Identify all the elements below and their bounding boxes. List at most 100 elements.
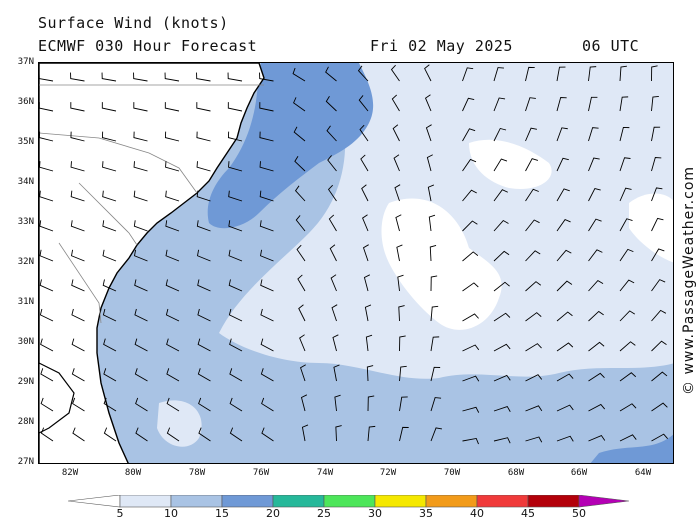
wind-barb — [556, 342, 574, 352]
wind-barb — [462, 313, 479, 322]
wind-barb — [556, 311, 573, 322]
wind-barb — [196, 161, 211, 172]
wind-barb — [102, 308, 117, 322]
wind-barb — [366, 365, 374, 382]
wind-barb — [395, 214, 402, 232]
wind-barb — [134, 279, 148, 292]
wind-barb — [227, 131, 243, 142]
wind-barb — [326, 125, 337, 142]
colorbar-segment — [527, 494, 580, 508]
wind-barb — [493, 219, 509, 232]
wind-barb — [525, 312, 542, 322]
wind-barb — [525, 158, 539, 172]
wind-map — [38, 62, 674, 464]
wind-barb — [40, 368, 54, 382]
wind-barb — [228, 249, 243, 262]
wind-barb — [556, 157, 569, 172]
wind-barb — [367, 395, 375, 412]
wind-barb — [297, 274, 306, 292]
wind-barb — [334, 394, 341, 412]
wind-barb — [651, 217, 664, 232]
wind-barb — [329, 244, 337, 262]
wind-barb — [556, 127, 568, 142]
wind-barb — [619, 126, 630, 142]
wind-barb — [197, 279, 211, 292]
wind-barb — [102, 161, 117, 172]
wind-barb — [133, 161, 148, 172]
lat-label: 32N — [17, 257, 34, 267]
lat-label: 35N — [17, 137, 34, 147]
wind-barb — [651, 126, 661, 142]
lat-label: 31N — [17, 297, 34, 307]
wind-barb — [556, 404, 574, 412]
wind-barb — [556, 280, 573, 292]
wind-barb — [333, 364, 340, 382]
wind-barb — [300, 394, 308, 412]
wind-barb — [259, 161, 274, 172]
wind-barb — [165, 308, 180, 322]
wind-barb — [261, 397, 274, 412]
wind-barb — [399, 426, 409, 442]
wind-barb — [588, 372, 605, 382]
wind-barb — [462, 406, 480, 413]
wind-barb — [196, 131, 211, 142]
wind-barb — [327, 155, 337, 172]
wind-barb — [493, 158, 508, 172]
wind-barb — [556, 373, 574, 382]
wind-barb — [588, 127, 599, 142]
wind-barb — [294, 185, 306, 202]
wind-barb — [259, 190, 274, 202]
wind-barb — [493, 97, 506, 112]
wind-barb — [619, 65, 627, 82]
colorbar-segment — [272, 494, 325, 508]
wind-barb — [462, 128, 476, 142]
wind-barb — [70, 190, 85, 202]
colorbar-label: 50 — [572, 507, 586, 520]
wind-barb — [227, 102, 243, 112]
wind-barb — [259, 72, 274, 82]
wind-barb — [493, 250, 510, 262]
wind-barb — [462, 344, 480, 352]
lat-label: 28N — [17, 417, 34, 427]
wind-barb — [525, 436, 543, 443]
wind-barb — [588, 188, 601, 202]
chart-title: Surface Wind (knots) — [38, 14, 229, 32]
wind-barb — [359, 124, 369, 142]
wind-barb — [71, 368, 85, 382]
wind-barb — [70, 220, 85, 232]
wind-barb — [525, 405, 543, 412]
wind-barb — [39, 131, 54, 142]
wind-barb — [651, 402, 668, 412]
wind-barb — [430, 427, 443, 442]
wind-barb — [72, 427, 85, 442]
wind-barb — [556, 66, 566, 82]
colorbar-segment — [323, 494, 376, 508]
wind-barb — [198, 397, 211, 412]
wind-barb — [261, 427, 274, 442]
wind-barb — [165, 220, 180, 232]
wind-barb — [72, 397, 85, 412]
wind-barb — [295, 215, 306, 232]
forecast-date: Fri 02 May 2025 — [370, 37, 513, 55]
wind-barb — [228, 220, 243, 232]
wind-barb — [260, 338, 274, 352]
wind-barb — [298, 304, 306, 322]
wind-field-calm — [469, 139, 552, 189]
wind-barb — [391, 94, 400, 112]
wind-barb — [493, 67, 504, 82]
wind-barb — [133, 220, 148, 232]
wind-barbs — [39, 64, 668, 445]
lon-label: 70W — [443, 468, 461, 478]
wind-barb — [40, 338, 54, 352]
wind-barb — [588, 403, 606, 412]
wind-barb — [493, 127, 507, 142]
wind-barb — [260, 249, 274, 262]
wind-barb — [166, 338, 180, 352]
lon-label: 66W — [570, 468, 588, 478]
wind-barb — [462, 375, 480, 382]
wind-barb — [588, 66, 597, 82]
wind-barb — [556, 435, 574, 442]
wind-barb — [462, 97, 475, 112]
wind-barb — [399, 335, 406, 352]
wind-barb — [360, 154, 369, 172]
